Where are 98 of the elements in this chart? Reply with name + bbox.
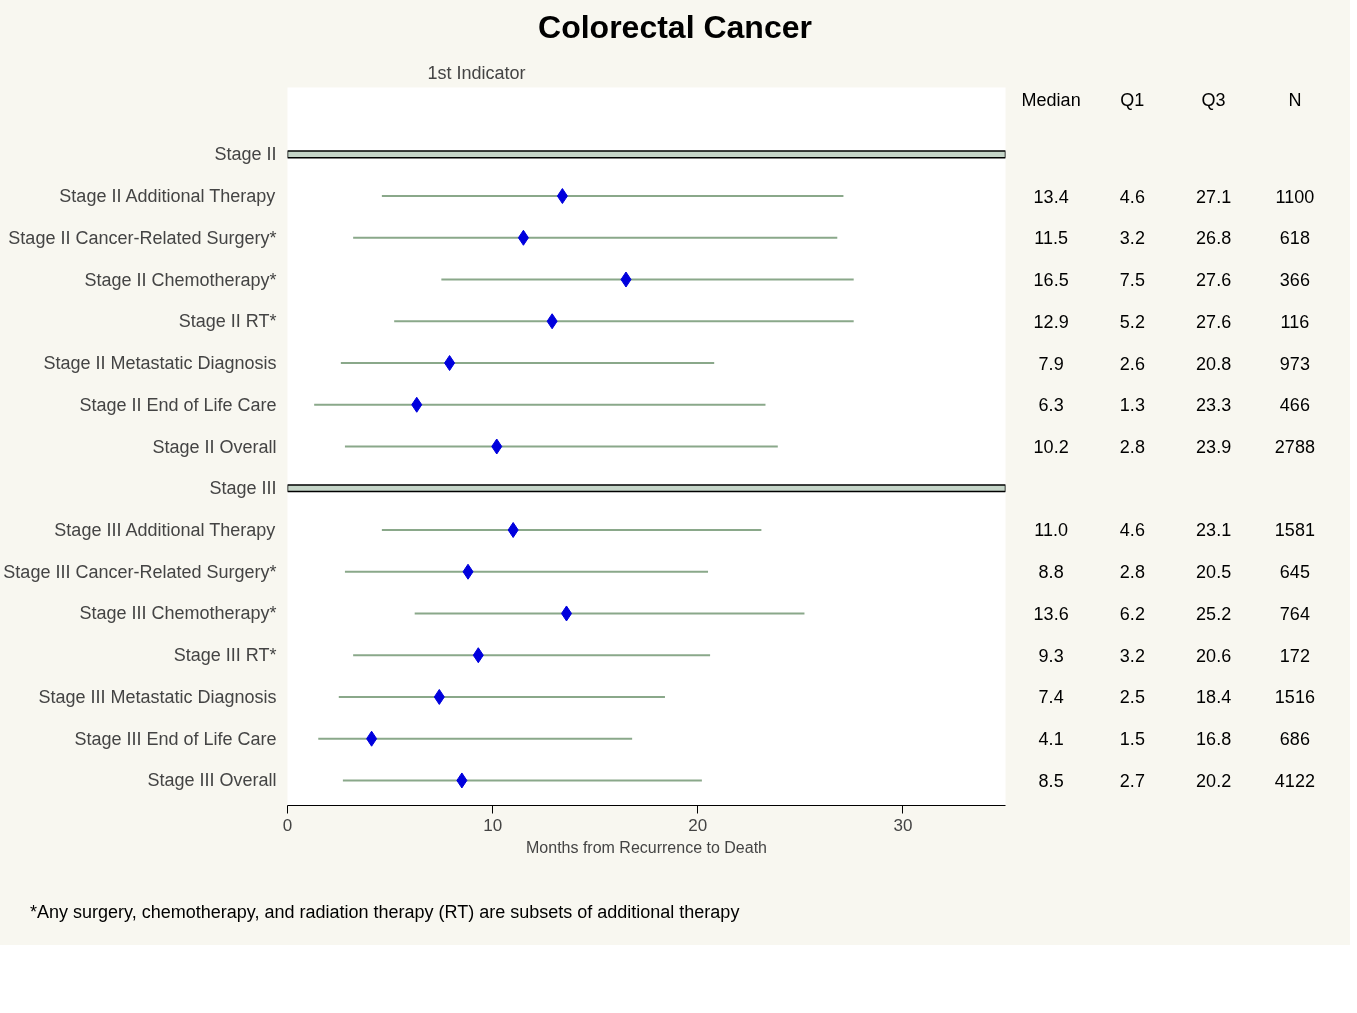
- x-tick-label: 30: [893, 815, 913, 835]
- chart-subtitle: 1st Indicator: [427, 62, 526, 83]
- text: 27.6: [1196, 311, 1232, 332]
- text: 27.6: [1196, 270, 1232, 291]
- text: 2788: [1274, 437, 1315, 457]
- text: 20.2: [1196, 770, 1232, 791]
- text: 20.8: [1196, 353, 1232, 374]
- text: 13.4: [1033, 186, 1069, 207]
- text: 116: [1280, 311, 1310, 332]
- text: 7.4: [1038, 687, 1064, 708]
- text: 9.3: [1038, 645, 1064, 666]
- text: 7.9: [1038, 353, 1064, 374]
- point: [620, 271, 632, 288]
- text: 13.6: [1033, 603, 1069, 624]
- text: 16.5: [1033, 270, 1069, 291]
- text: 764: [1279, 603, 1310, 624]
- y-tick-label: Stage II Metastatic Diagnosis: [43, 353, 277, 374]
- x-tick-label: 20: [688, 815, 708, 835]
- y-tick-label: Stage III Metastatic Diagnosis: [38, 686, 277, 707]
- text: 2.5: [1119, 687, 1145, 708]
- text: 20.5: [1196, 562, 1232, 583]
- text: 686: [1279, 729, 1310, 750]
- text: 8.5: [1038, 770, 1064, 791]
- category-label: Q1: [1120, 90, 1145, 111]
- text: 27.1: [1196, 186, 1232, 207]
- text: 4.1: [1038, 729, 1064, 750]
- text: 7.5: [1119, 270, 1145, 291]
- text: 172: [1279, 645, 1310, 666]
- category-label: N: [1288, 90, 1302, 111]
- y-tick-label: Stage III Chemotherapy*: [79, 603, 277, 624]
- y-tick-label: Stage III Overall: [147, 770, 277, 791]
- text: 2.6: [1119, 353, 1145, 374]
- text: 25.2: [1196, 603, 1232, 624]
- point: [433, 688, 445, 705]
- text: 1.5: [1119, 729, 1145, 750]
- point: [546, 313, 558, 330]
- text: 20.6: [1196, 645, 1232, 666]
- text: 5.2: [1119, 311, 1145, 332]
- category-label: Median: [1021, 90, 1081, 111]
- text: 2.7: [1119, 770, 1145, 791]
- text: 1516: [1274, 687, 1315, 708]
- text: 2.8: [1119, 562, 1145, 583]
- point: [444, 355, 456, 372]
- y-tick-label: Stage III: [209, 478, 277, 499]
- text: *Any surgery, chemotherapy, and radiation therapy (RT) are subsets of additional therapy: [30, 901, 740, 924]
- y-tick-label: Stage III Cancer-Related Surgery*: [3, 561, 277, 582]
- y-tick-label: Stage III RT*: [173, 645, 277, 666]
- point: [491, 438, 503, 455]
- text: 11.0: [1034, 520, 1068, 541]
- text: 1100: [1275, 186, 1315, 207]
- text: 6.2: [1119, 603, 1145, 624]
- text: 4.6: [1119, 520, 1145, 541]
- text: 4122: [1274, 770, 1315, 791]
- text: 23.9: [1196, 437, 1232, 457]
- text: 23.3: [1196, 395, 1232, 416]
- text: 6.3: [1038, 395, 1064, 416]
- y-tick-label: Stage III End of Life Care: [74, 728, 277, 749]
- y-tick-label: Stage III Additional Therapy: [54, 519, 276, 540]
- text: 618: [1279, 228, 1310, 249]
- y-tick-label: Stage II Cancer-Related Surgery*: [8, 227, 277, 248]
- x-tick-label: 0: [282, 815, 293, 835]
- point: [560, 605, 572, 622]
- point: [472, 647, 484, 664]
- x-axis-title: Months from Recurrence to Death: [526, 838, 767, 856]
- y-tick-label: Stage II Chemotherapy*: [84, 269, 277, 290]
- text: 11.5: [1034, 228, 1068, 249]
- text: 3.2: [1119, 645, 1145, 666]
- text: 4.6: [1119, 186, 1145, 207]
- text: 16.8: [1196, 729, 1232, 750]
- text: 8.8: [1038, 562, 1064, 583]
- y-tick-label: Stage II RT*: [178, 311, 277, 332]
- text: 2.8: [1119, 437, 1145, 457]
- text: 366: [1279, 270, 1310, 291]
- point: [462, 563, 474, 580]
- text: 466: [1279, 395, 1310, 416]
- text: 18.4: [1196, 687, 1232, 708]
- point: [507, 521, 519, 538]
- text: 973: [1279, 353, 1310, 374]
- y-tick-label: Stage II Additional Therapy: [59, 186, 276, 207]
- point: [517, 229, 529, 246]
- point: [456, 772, 468, 789]
- text: 12.9: [1033, 311, 1069, 332]
- y-tick-label: Stage II Overall: [152, 436, 277, 457]
- text: 26.8: [1196, 228, 1232, 249]
- chart-title: Colorectal Cancer: [5, 5, 1345, 51]
- text: 23.1: [1196, 520, 1232, 541]
- category-label: Q3: [1201, 90, 1226, 111]
- y-tick-label: Stage II: [214, 144, 277, 165]
- text: 645: [1279, 562, 1310, 583]
- x-tick-label: 10: [483, 815, 503, 835]
- point: [411, 396, 423, 413]
- y-tick-label: Stage II End of Life Care: [79, 394, 277, 415]
- text: 1.3: [1119, 395, 1145, 416]
- point: [366, 730, 378, 747]
- text: 10.2: [1033, 437, 1069, 457]
- text: 3.2: [1119, 228, 1145, 249]
- text: 1581: [1274, 520, 1315, 541]
- point: [556, 188, 568, 205]
